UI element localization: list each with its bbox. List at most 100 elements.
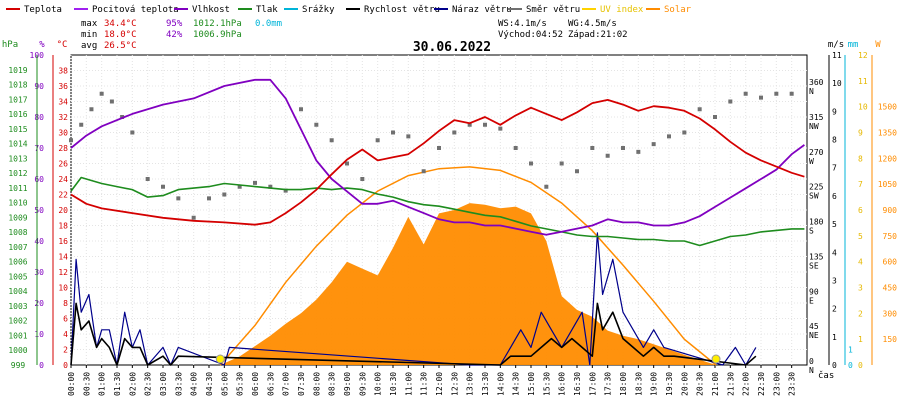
wind-direction-point <box>483 122 487 127</box>
y-tick-uv: 8 <box>858 154 863 163</box>
axis-units: hPa % °C m/s mm W <box>2 40 881 50</box>
stats-rain: 0.0mm <box>255 19 282 29</box>
y-tick-pct: 0 <box>39 361 44 370</box>
y-tick-degc: 18 <box>58 222 68 231</box>
legend-label-pocitova: Pocitová teplota <box>92 5 179 15</box>
unit-hpa: hPa <box>2 40 18 50</box>
legend-label-naraz: Náraz větru <box>452 5 512 15</box>
y-tick-uv: 2 <box>858 309 863 318</box>
wind-direction-point <box>789 91 794 96</box>
stats-block: max 34.4°C 95% 1012.1hPa 0.0mm min 18.0°… <box>81 19 282 51</box>
unit-mm: mm <box>848 40 859 50</box>
y-tick-w: 1050 <box>878 180 897 189</box>
legend-label-uv: UV index <box>600 5 644 15</box>
wind-info-ws: WS:4.1m/s <box>498 19 547 29</box>
y-tick-degc: 10 <box>58 284 68 293</box>
y-tick-uv: 7 <box>858 180 863 189</box>
x-tick-label: 05:00 <box>220 372 229 396</box>
x-tick-label: 14:30 <box>512 372 521 396</box>
wind-direction-point <box>120 115 125 119</box>
stats-max-temp: 34.4°C <box>104 19 137 29</box>
x-tick-label: 12:30 <box>450 372 459 396</box>
y-tick-dir-deg: 270 <box>809 148 824 157</box>
wind-direction-point <box>498 126 503 131</box>
y-tick-ms: 1 <box>832 333 837 342</box>
y-tick-pct: 90 <box>34 82 44 91</box>
x-tick-label: 01:00 <box>98 372 107 396</box>
y-tick-dir-label: E <box>809 296 814 305</box>
y-tick-degc: 2 <box>63 346 68 355</box>
y-tick-degc: 12 <box>58 268 68 277</box>
wind-direction-point <box>99 91 104 96</box>
y-tick-hpa: 1007 <box>8 243 27 252</box>
x-tick-label: 10:00 <box>374 372 383 396</box>
wind-direction-point <box>621 146 625 150</box>
y-tick-degc: 32 <box>58 113 68 122</box>
series-wind-gust-line <box>70 232 757 366</box>
y-tick-dir-deg: 315 <box>809 113 824 122</box>
y-tick-uv: 9 <box>858 129 863 138</box>
legend-label-vlhkost: Vlhkost <box>192 5 230 15</box>
wind-direction-point <box>743 91 748 96</box>
y-tick-w: 750 <box>883 232 898 241</box>
y-tick-pct: 40 <box>34 237 44 246</box>
legend-label-smer: Směr větru <box>526 5 580 15</box>
series-wind-direction <box>69 91 794 220</box>
y-tick-mm: 1 <box>848 346 853 355</box>
wind-direction-point <box>222 192 227 197</box>
x-axis-label: čas <box>818 370 834 381</box>
x-tick-label: 13:00 <box>466 372 475 396</box>
y-tick-uv: 6 <box>858 206 863 215</box>
x-tick-label: 05:30 <box>236 372 245 396</box>
y-tick-hpa: 1018 <box>8 81 27 90</box>
wind-info-wg: WG:4.5m/s <box>568 19 617 29</box>
y-tick-hpa: 1011 <box>8 184 27 193</box>
y-tick-dir-deg: 135 <box>809 252 824 261</box>
x-tick-label: 20:30 <box>696 372 705 396</box>
wind-direction-point <box>237 184 242 189</box>
x-tick-label: 18:30 <box>634 372 643 396</box>
y-tick-dir-deg: 360 <box>809 78 824 87</box>
y-tick-w: 1350 <box>878 129 897 138</box>
y-tick-dir-label: NW <box>809 122 819 131</box>
y-tick-dir-deg: 0 <box>809 357 814 366</box>
y-tick-hpa: 1008 <box>8 228 27 237</box>
x-tick-label: 19:00 <box>650 372 659 396</box>
y-tick-ms: 5 <box>832 220 837 229</box>
wind-direction-point <box>452 130 457 135</box>
x-tick-label: 16:30 <box>573 372 582 396</box>
y-tick-hpa: 1012 <box>8 169 27 178</box>
wind-direction-point <box>329 138 334 143</box>
y-tick-uv: 4 <box>858 258 863 267</box>
wind-direction-point <box>176 196 181 201</box>
y-tick-hpa: 1009 <box>8 213 27 222</box>
stats-avg-temp: 26.5°C <box>104 41 137 51</box>
x-tick-label: 04:30 <box>205 372 214 396</box>
wind-direction-point <box>283 188 288 193</box>
y-tick-degc: 14 <box>58 253 68 262</box>
wind-direction-point <box>682 130 687 135</box>
x-tick-label: 21:00 <box>711 372 720 396</box>
wind-direction-point <box>161 184 165 189</box>
legend: Teplota Pocitová teplota Vlhkost Tlak Sr… <box>6 5 692 15</box>
wind-direction-point <box>590 146 595 150</box>
stats-max-hum: 95% <box>166 19 183 29</box>
x-tick-label: 19:30 <box>665 372 674 396</box>
wind-direction-point <box>345 161 349 166</box>
y-tick-ms: 4 <box>832 248 837 257</box>
wind-info: WS:4.1m/s WG:4.5m/s Východ:04:52 Západ:2… <box>498 19 628 40</box>
wind-direction-point <box>314 122 319 127</box>
y-tick-degc: 4 <box>63 330 68 339</box>
y-tick-dir-label: NE <box>809 331 819 340</box>
x-tick-label: 08:00 <box>312 372 321 396</box>
y-tick-pct: 50 <box>34 206 44 215</box>
y-tick-w: 450 <box>883 284 898 293</box>
x-tick-label: 15:30 <box>542 372 551 396</box>
y-tick-dir-label: N <box>809 366 814 375</box>
x-tick-label: 12:00 <box>435 372 444 396</box>
x-tick-label: 17:30 <box>604 372 613 396</box>
y-tick-degc: 0 <box>63 361 68 370</box>
y-tick-pct: 20 <box>34 299 44 308</box>
